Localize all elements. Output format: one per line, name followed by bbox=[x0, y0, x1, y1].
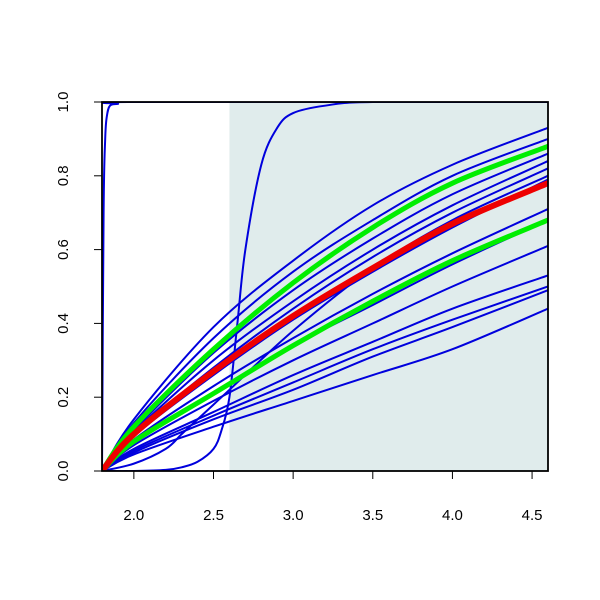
sample-line-4 bbox=[102, 244, 548, 471]
sample-line-0 bbox=[102, 307, 548, 471]
x-tick-label-1: 2.5 bbox=[203, 507, 224, 524]
y-tick-label-1: 0.2 bbox=[55, 387, 72, 408]
y-tick-label-0: 0.0 bbox=[55, 461, 72, 482]
x-tick-label-3: 3.5 bbox=[362, 507, 383, 524]
sample-line-1 bbox=[102, 289, 548, 471]
y-tick-label-5: 1.0 bbox=[55, 92, 72, 113]
y-tick-label-2: 0.4 bbox=[55, 313, 72, 334]
x-axis: 2.0 2.5 3.0 3.5 4.0 4.5 bbox=[123, 470, 543, 524]
sample-line-10 bbox=[102, 152, 548, 471]
y-tick-label-4: 0.8 bbox=[55, 165, 72, 186]
center-line-18 bbox=[102, 180, 548, 471]
band-line-16 bbox=[102, 217, 548, 471]
sample-line-15 bbox=[102, 102, 548, 471]
y-tick-label-3: 0.6 bbox=[55, 239, 72, 260]
band-line-17 bbox=[102, 143, 548, 471]
sample-line-12 bbox=[102, 126, 548, 471]
x-tick-label-0: 2.0 bbox=[123, 507, 144, 524]
series-layer bbox=[102, 102, 548, 471]
sample-line-14 bbox=[102, 102, 548, 471]
x-tick-label-4: 4.0 bbox=[442, 507, 463, 524]
x-tick-label-5: 4.5 bbox=[522, 507, 543, 524]
sample-line-2 bbox=[102, 285, 548, 471]
sample-line-3 bbox=[102, 274, 548, 471]
sample-line-11 bbox=[102, 137, 548, 471]
x-tick-label-2: 3.0 bbox=[283, 507, 304, 524]
y-axis: 0.0 0.2 0.4 0.6 0.8 1.0 bbox=[55, 92, 103, 482]
